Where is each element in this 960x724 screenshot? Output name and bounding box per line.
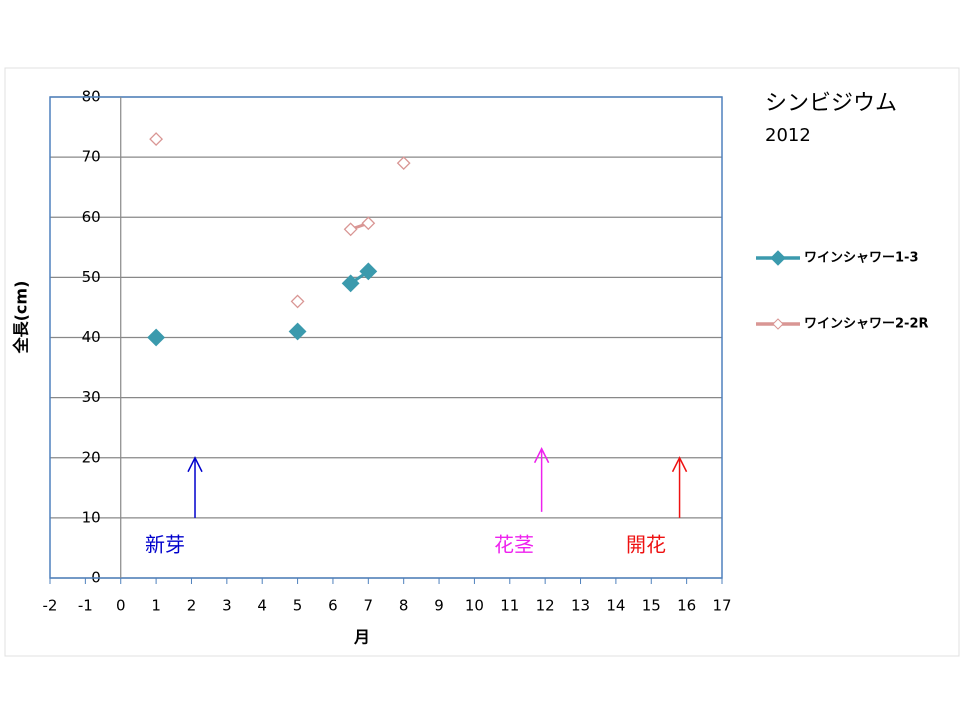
chart-title: シンビジウム	[765, 91, 897, 116]
marker	[359, 262, 378, 281]
x-tick-label: 7	[364, 597, 374, 615]
legend-label: ワインシャワー2-2R	[804, 317, 929, 332]
x-tick-label: -1	[78, 597, 93, 615]
x-tick-label: 5	[293, 597, 303, 615]
x-tick-label: 3	[222, 597, 232, 615]
marker	[343, 222, 358, 237]
x-tick-label: 6	[328, 597, 338, 615]
x-tick-label: 14	[606, 597, 625, 615]
x-tick-label: 12	[536, 597, 555, 615]
y-tick-label: 60	[82, 208, 101, 226]
y-tick-label: 70	[82, 148, 101, 166]
legend-marker	[772, 318, 784, 330]
x-tick-label: 4	[257, 597, 267, 615]
annotation-text: 新芽	[145, 533, 185, 557]
annotation-text: 花茎	[494, 533, 534, 557]
annotation-arrowhead	[671, 456, 688, 473]
y-tick-label: 40	[82, 328, 101, 346]
annotation-arrowhead	[533, 447, 550, 464]
marker	[288, 322, 307, 341]
annotation-text: 開花	[626, 533, 666, 557]
x-tick-label: 13	[571, 597, 590, 615]
marker	[396, 156, 411, 171]
chart-subtitle: 2012	[765, 125, 811, 146]
x-tick-label: 2	[187, 597, 197, 615]
marker	[147, 328, 166, 347]
x-tick-label: 11	[500, 597, 519, 615]
y-tick-label: 50	[82, 268, 101, 286]
marker	[290, 294, 305, 309]
x-tick-label: 8	[399, 597, 409, 615]
x-tick-label: 9	[434, 597, 444, 615]
chart-frame	[4, 67, 960, 657]
marker	[341, 274, 360, 293]
marker	[361, 216, 376, 231]
annotation-arrowhead	[187, 456, 203, 473]
x-tick-label: 1	[151, 597, 161, 615]
marker	[149, 132, 164, 147]
x-tick-label: 15	[642, 597, 661, 615]
y-tick-label: 10	[82, 508, 101, 526]
series-line	[351, 163, 404, 229]
x-tick-label: 0	[116, 597, 126, 615]
y-tick-label: 20	[82, 448, 101, 466]
plot-border	[49, 96, 723, 579]
x-tick-label: -2	[43, 597, 58, 615]
x-axis-label: 月	[353, 628, 370, 647]
y-tick-label: 30	[82, 388, 101, 406]
x-tick-label: 17	[712, 597, 731, 615]
x-tick-label: 10	[465, 597, 484, 615]
x-tick-label: 16	[677, 597, 696, 615]
legend-marker	[770, 250, 786, 266]
legend-label: ワインシャワー1-3	[804, 251, 919, 266]
y-axis-label: 全長(cm)	[12, 281, 31, 355]
